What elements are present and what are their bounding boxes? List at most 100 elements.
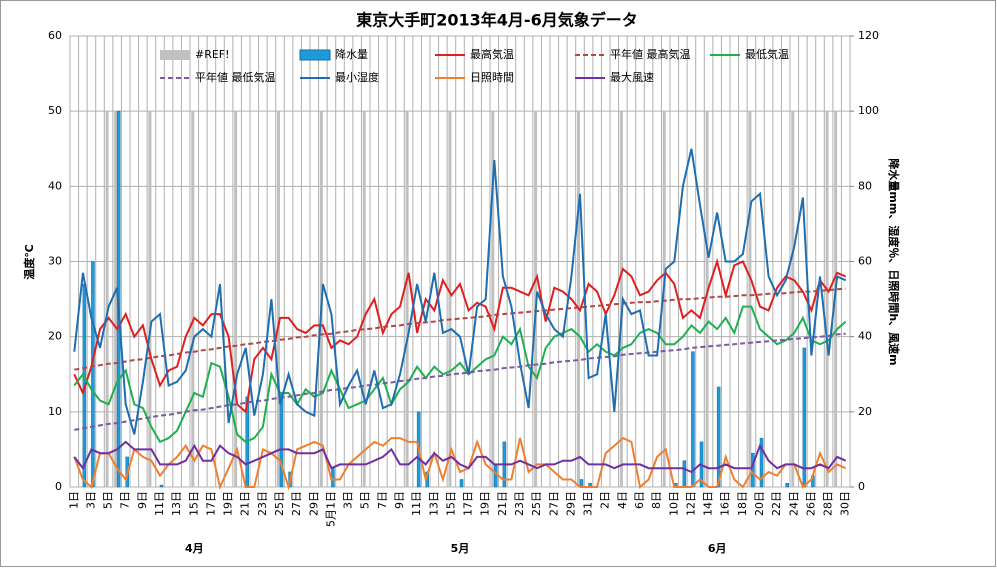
bar bbox=[791, 111, 795, 488]
x-tick-label: 5日 bbox=[102, 491, 115, 509]
x-tick-label: 5月1日 bbox=[324, 491, 337, 527]
bar bbox=[577, 111, 580, 488]
bar bbox=[682, 460, 687, 488]
x-tick-label: 21日 bbox=[496, 491, 509, 516]
x-tick-label: 2日 bbox=[599, 491, 612, 509]
x-tick-label: 6日 bbox=[633, 491, 646, 509]
x-tick-label: 31日 bbox=[582, 491, 595, 516]
x-tick-label: 15日 bbox=[444, 491, 457, 516]
line-series bbox=[74, 332, 846, 431]
y2-tick-label: 80 bbox=[858, 179, 872, 192]
x-tick-label: 21日 bbox=[239, 491, 252, 516]
x-tick-label: 17日 bbox=[462, 491, 475, 516]
x-tick-label: 20日 bbox=[753, 491, 766, 516]
x-tick-label: 8日 bbox=[650, 491, 663, 509]
month-label: 6月 bbox=[708, 542, 727, 555]
x-tick-label: 1日 bbox=[67, 491, 80, 509]
y-axis-label: 温度℃ bbox=[22, 244, 36, 279]
x-tick-label: 17日 bbox=[204, 491, 217, 516]
bar bbox=[825, 111, 829, 488]
x-tick-label: 19日 bbox=[222, 491, 235, 516]
legend-label: #REF! bbox=[195, 48, 230, 61]
bar bbox=[662, 111, 666, 488]
line-series bbox=[73, 305, 847, 444]
bar bbox=[148, 111, 152, 488]
y-tick-label: 30 bbox=[48, 255, 62, 268]
bar bbox=[459, 479, 464, 488]
y2-tick-label: 120 bbox=[858, 29, 879, 42]
x-tick-label: 29日 bbox=[307, 491, 320, 516]
bar bbox=[159, 484, 164, 488]
x-tick-label: 13日 bbox=[170, 491, 183, 516]
x-tick-label: 16日 bbox=[719, 491, 732, 516]
x-tick-label: 28日 bbox=[822, 491, 835, 516]
x-tick-label: 13日 bbox=[427, 491, 440, 516]
x-tick-label: 11日 bbox=[153, 491, 166, 516]
x-tick-label: 12日 bbox=[684, 491, 697, 516]
legend-label: 最大風速 bbox=[610, 70, 654, 84]
x-tick-label: 11日 bbox=[410, 491, 423, 516]
bar bbox=[114, 111, 118, 488]
bar bbox=[491, 111, 495, 488]
y-tick-label: 10 bbox=[48, 405, 62, 418]
y2-tick-label: 0 bbox=[858, 480, 865, 493]
legend-label: 最低気温 bbox=[745, 47, 789, 61]
bar bbox=[494, 464, 498, 488]
bar bbox=[748, 111, 752, 488]
x-tick-label: 24日 bbox=[787, 491, 800, 516]
line-series bbox=[73, 436, 847, 491]
bar bbox=[619, 111, 623, 488]
y-tick-label: 40 bbox=[48, 179, 62, 192]
x-tick-label: 27日 bbox=[290, 491, 303, 516]
x-tick-label: 9日 bbox=[393, 491, 406, 509]
bar bbox=[751, 452, 755, 488]
month-label: 5月 bbox=[451, 542, 470, 555]
x-tick-label: 3日 bbox=[84, 491, 97, 509]
legend-label: 降水量 bbox=[335, 47, 368, 61]
bar bbox=[785, 482, 789, 488]
month-label: 4月 bbox=[185, 542, 204, 555]
legend-label: 最小湿度 bbox=[335, 70, 379, 84]
x-tick-label: 29日 bbox=[564, 491, 577, 516]
x-tick-label: 22日 bbox=[770, 491, 783, 516]
chart-title: 東京大手町2013年4月-6月気象データ bbox=[356, 11, 637, 30]
x-tick-label: 5日 bbox=[359, 491, 372, 509]
bar bbox=[191, 111, 195, 488]
y2-tick-label: 60 bbox=[858, 255, 872, 268]
bar bbox=[759, 437, 764, 488]
line-series bbox=[73, 148, 847, 435]
y2-axis-label: 降水量mm、湿度％、日照時間h、風速m bbox=[887, 158, 901, 365]
x-tick-label: 27日 bbox=[547, 491, 560, 516]
x-tick-label: 10日 bbox=[667, 491, 680, 516]
bar bbox=[234, 111, 238, 488]
x-tick-label: 18日 bbox=[736, 491, 749, 516]
y2-tick-label: 100 bbox=[858, 104, 879, 117]
bar bbox=[105, 111, 109, 488]
x-tick-label: 25日 bbox=[530, 491, 543, 516]
bar bbox=[362, 111, 366, 488]
x-tick-label: 23日 bbox=[513, 491, 526, 516]
y-tick-label: 0 bbox=[55, 480, 62, 493]
bar bbox=[279, 392, 284, 488]
bar bbox=[716, 386, 721, 488]
x-tick-label: 26日 bbox=[804, 491, 817, 516]
bar bbox=[448, 111, 452, 488]
bar bbox=[277, 111, 280, 488]
x-tick-label: 15日 bbox=[187, 491, 200, 516]
x-tick-label: 7日 bbox=[119, 491, 132, 509]
bar bbox=[691, 351, 695, 488]
legend-label: 最高気温 bbox=[470, 47, 514, 61]
line-series bbox=[73, 440, 847, 474]
x-tick-label: 7日 bbox=[376, 491, 389, 509]
y-tick-label: 60 bbox=[48, 29, 62, 42]
legend-label: 日照時間 bbox=[470, 71, 514, 84]
x-tick-label: 23日 bbox=[256, 491, 269, 516]
bar bbox=[579, 479, 584, 488]
legend-swatch bbox=[299, 49, 331, 61]
x-tick-label: 9日 bbox=[136, 491, 149, 509]
x-tick-label: 3日 bbox=[342, 491, 355, 509]
y2-tick-label: 40 bbox=[858, 330, 872, 343]
y-tick-label: 50 bbox=[48, 104, 62, 117]
line-series bbox=[74, 287, 846, 371]
